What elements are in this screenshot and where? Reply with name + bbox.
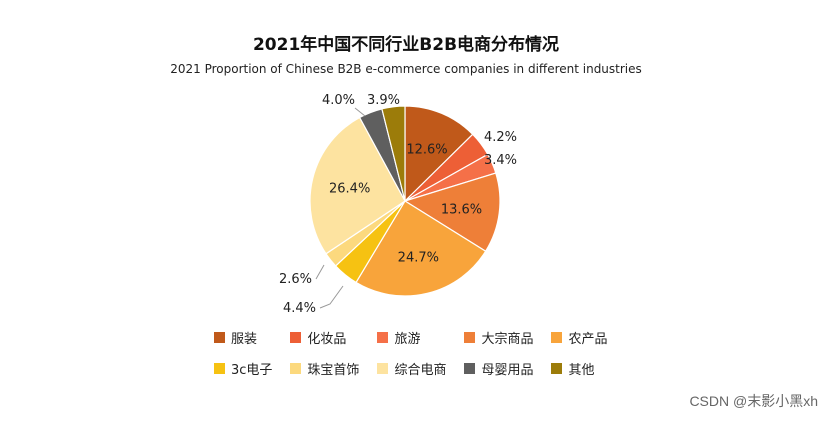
- chart-legend: 服装 化妆品 旅游 大宗商品 农产品 3c电子 珠宝首饰 综合电商 母婴用品 其他: [214, 328, 634, 378]
- leader-line-6: [319, 285, 344, 309]
- legend-label: 化妆品: [307, 332, 347, 347]
- legend-swatch: [551, 332, 563, 343]
- slice-label-7: 2.6%: [279, 272, 312, 287]
- legend-item-6: 3c电子: [214, 359, 272, 378]
- pie-slice-8: [309, 116, 406, 255]
- slice-label-6: 4.4%: [283, 301, 316, 316]
- legend-item-2: 化妆品: [290, 328, 359, 347]
- legend-item-3: 旅游: [377, 328, 446, 347]
- legend-item-1: 服装: [214, 328, 272, 347]
- chart-title: 2021年中国不同行业B2B电商分布情况: [252, 35, 560, 55]
- legend-swatch: [464, 332, 476, 343]
- legend-label: 母婴用品: [481, 363, 534, 378]
- pie-slice-10: [381, 105, 406, 202]
- legend-item-9: 母婴用品: [464, 359, 533, 378]
- chart-subtitle: 2021 Proportion of Chinese B2B e-commerc…: [170, 62, 642, 76]
- watermark: CSDN @末影小黑xh: [689, 393, 818, 409]
- legend-label: 农产品: [568, 332, 608, 347]
- legend-swatch: [377, 363, 389, 374]
- legend-swatch: [464, 363, 476, 374]
- slice-label-5: 24.7%: [398, 250, 439, 265]
- slice-label-10: 3.9%: [367, 93, 400, 108]
- legend-label: 大宗商品: [481, 332, 534, 347]
- legend-item-10: 其他: [551, 359, 607, 378]
- legend-item-5: 农产品: [551, 328, 607, 347]
- slice-label-2: 4.2%: [484, 130, 517, 145]
- legend-swatch: [290, 332, 302, 343]
- legend-swatch: [214, 332, 225, 343]
- legend-item-8: 综合电商: [377, 359, 446, 378]
- pie-slice-4: [403, 172, 501, 253]
- legend-item-4: 大宗商品: [464, 328, 533, 347]
- legend-label: 3c电子: [231, 363, 273, 378]
- legend-label: 珠宝首饰: [307, 363, 360, 378]
- legend-swatch: [551, 363, 563, 374]
- legend-swatch: [290, 363, 302, 374]
- legend-label: 其他: [568, 363, 595, 378]
- legend-label: 旅游: [394, 332, 421, 347]
- legend-swatch: [214, 363, 225, 374]
- legend-item-7: 珠宝首饰: [290, 359, 359, 378]
- slice-label-3: 3.4%: [484, 153, 517, 168]
- slice-label-4: 13.6%: [441, 202, 482, 217]
- legend-swatch: [377, 332, 389, 343]
- legend-label: 服装: [231, 332, 258, 347]
- slice-label-1: 12.6%: [406, 142, 447, 157]
- legend-label: 综合电商: [394, 363, 447, 378]
- slice-label-8: 26.4%: [329, 181, 370, 196]
- leader-line-7: [315, 264, 325, 280]
- pie-slice-1: [404, 105, 474, 203]
- slice-label-9: 4.0%: [322, 93, 355, 108]
- leader-line-9: [354, 107, 366, 117]
- pie-slice-5: [355, 200, 487, 297]
